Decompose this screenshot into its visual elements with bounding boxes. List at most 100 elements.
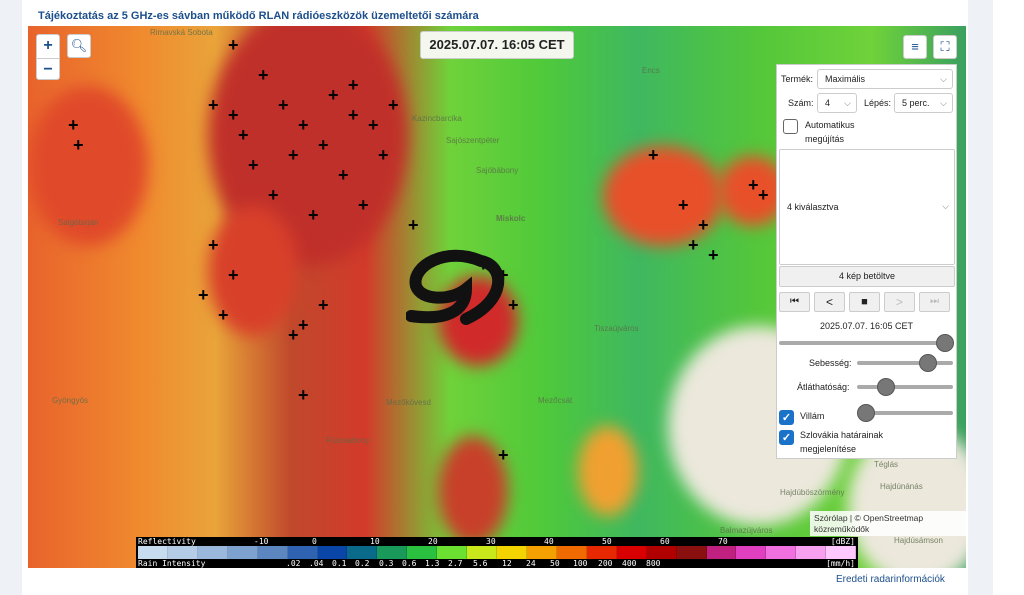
step-select[interactable]: 5 perc. ⌵ (894, 93, 953, 113)
lightning-marker: + (288, 145, 299, 165)
radar-echo (603, 146, 723, 246)
lightning-marker: + (228, 35, 239, 55)
chevron-down-icon: ⌵ (940, 98, 947, 108)
lightning-marker: + (408, 215, 419, 235)
speed-slider-handle[interactable] (919, 354, 938, 372)
lightning-marker: + (498, 445, 509, 465)
frame-time: 2025.07.07. 16:05 CET (819, 321, 914, 331)
map-timestamp: 2025.07.07. 16:05 CET (420, 31, 574, 59)
city-label: Mezőkövesd (386, 398, 431, 407)
stop-button[interactable]: ■ (849, 292, 880, 312)
last-frame-button[interactable]: ⏭︎ (919, 292, 950, 312)
fullscreen-button[interactable]: ⛶ (933, 35, 957, 59)
lightning-marker: + (208, 95, 219, 115)
rain-tick: 1.3 (425, 559, 440, 568)
handwritten-nine-drawing (406, 249, 505, 325)
lightning-marker: + (348, 75, 359, 95)
city-label: Gyöngyös (52, 396, 89, 405)
chevron-down-icon: ⌵ (844, 98, 851, 108)
opacity-slider[interactable] (857, 385, 953, 389)
lightning-marker: + (198, 285, 209, 305)
rain-tick: 5.6 (473, 559, 488, 568)
color-scale-cell (377, 546, 408, 559)
lightning-marker: + (68, 115, 79, 135)
original-radar-info-link[interactable]: Eredeti radarinformációk (836, 574, 945, 585)
lightning-marker: + (338, 165, 349, 185)
lightning-marker: + (208, 235, 219, 255)
search-button[interactable]: 🔍︎ (67, 34, 91, 58)
color-scale-cell (526, 546, 557, 559)
lightning-marker: + (368, 115, 379, 135)
reflectivity-tick: -10 (254, 537, 269, 546)
lightning-marker: + (298, 115, 309, 135)
frame-slider[interactable] (779, 341, 954, 345)
lightning-slider-handle[interactable] (857, 404, 875, 422)
layers-button[interactable]: ≡ (903, 35, 927, 59)
product-select[interactable]: Maximális ⌵ (817, 69, 953, 89)
next-frame-button[interactable]: > (884, 292, 915, 312)
reflectivity-tick: 40 (544, 537, 554, 546)
lightning-marker: + (298, 385, 309, 405)
lightning-marker: + (268, 185, 279, 205)
rain-tick: 100 (573, 559, 588, 568)
count-select[interactable]: 4 ⌵ (817, 93, 857, 113)
reflectivity-tick: 30 (486, 537, 496, 546)
city-label: Rimavská Sobota (150, 28, 213, 37)
menu-icon: ≡ (911, 39, 919, 54)
color-scale-cell (616, 546, 647, 559)
rain-tick: 24 (526, 559, 536, 568)
city-label: Kazincbarcika (412, 114, 462, 123)
prev-frame-button[interactable]: < (814, 292, 845, 312)
color-scale-cell (556, 546, 587, 559)
city-label: Füzesabony (326, 436, 370, 445)
product-value: Maximális (825, 74, 866, 84)
city-label: Hajdúnánás (880, 482, 923, 491)
lightning-marker: + (228, 265, 239, 285)
lightning-marker: + (298, 315, 309, 335)
speed-label: Sebesség: (809, 358, 852, 368)
color-scale-cell (437, 546, 468, 559)
checkmark-icon: ✓ (781, 432, 792, 444)
speed-slider[interactable] (857, 361, 953, 365)
count-label: Szám: (788, 98, 814, 108)
auto-refresh-label: Automatikus megújítás (805, 120, 855, 144)
opacity-slider-handle[interactable] (876, 378, 895, 396)
first-frame-button[interactable]: ⏮︎ (779, 292, 810, 312)
reflectivity-unit: [dBZ] (830, 537, 855, 546)
attribution-text[interactable]: Szórólap | © OpenStreetmap közreműködők (814, 513, 924, 534)
rain-tick: 0.1 (332, 559, 347, 568)
rain-tick: 800 (646, 559, 661, 568)
lightning-marker: + (248, 155, 259, 175)
reflectivity-tick: 0 (312, 537, 317, 546)
lightning-checkbox[interactable]: ✓ (779, 410, 794, 425)
color-scale-cell (646, 546, 677, 559)
product-label: Termék: (781, 74, 814, 84)
rain-tick: 200 (598, 559, 613, 568)
color-scale-cell (497, 546, 527, 559)
rain-tick: 400 (622, 559, 637, 568)
zoom-in-button[interactable]: + (43, 37, 53, 54)
lightning-marker: + (708, 245, 719, 265)
lightning-marker: + (288, 325, 299, 345)
chevron-down-icon: ⌵ (942, 201, 949, 211)
frame-slider-handle[interactable] (936, 334, 954, 352)
auto-refresh-checkbox[interactable] (783, 119, 798, 134)
reflectivity-tick: 60 (660, 537, 670, 546)
lightning-marker: + (758, 185, 769, 205)
border-checkbox[interactable]: ✓ (779, 430, 794, 445)
rain-tick: 2.7 (448, 559, 463, 568)
lightning-slider[interactable] (857, 411, 953, 415)
frame-multiselect[interactable]: 4 kiválasztva ⌵ (779, 149, 955, 265)
zoom-out-button[interactable]: − (37, 58, 59, 81)
skip-back-icon: ⏮︎ (790, 296, 799, 307)
city-label: Salgótarján (58, 218, 99, 227)
lightning-marker: + (648, 145, 659, 165)
loaded-status-button[interactable]: 4 kép betöltve (779, 266, 955, 287)
radar-echo (578, 426, 638, 516)
city-label: Sajóbábony (476, 166, 519, 175)
lightning-marker: + (748, 175, 759, 195)
lightning-marker: + (318, 135, 329, 155)
city-label: Sajószentpéter (446, 136, 500, 145)
lightning-marker: + (688, 235, 699, 255)
city-label: Téglás (874, 460, 899, 469)
